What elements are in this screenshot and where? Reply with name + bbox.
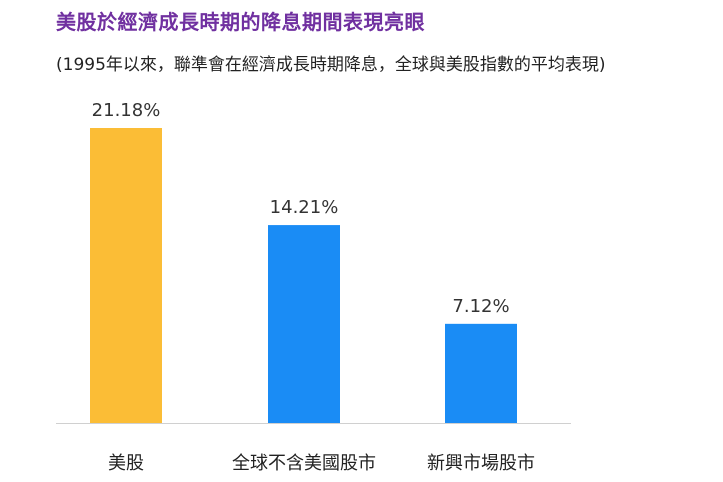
- bar-2: [268, 225, 340, 423]
- value-label-2: 14.21%: [270, 197, 339, 218]
- value-label-3: 7.12%: [452, 296, 509, 317]
- value-label-1: 21.18%: [92, 100, 161, 121]
- chart-subtitle: (1995年以來，聯準會在經濟成長時期降息，全球與美股指數的平均表現): [56, 55, 606, 75]
- bar-3: [445, 323, 517, 423]
- category-label-1: 美股: [108, 453, 144, 474]
- category-label-2: 全球不含美國股市: [232, 453, 376, 474]
- category-label-3: 新興市場股市: [427, 453, 535, 474]
- bar-1: [90, 128, 162, 423]
- chart-title: 美股於經濟成長時期的降息期間表現亮眼: [56, 10, 425, 34]
